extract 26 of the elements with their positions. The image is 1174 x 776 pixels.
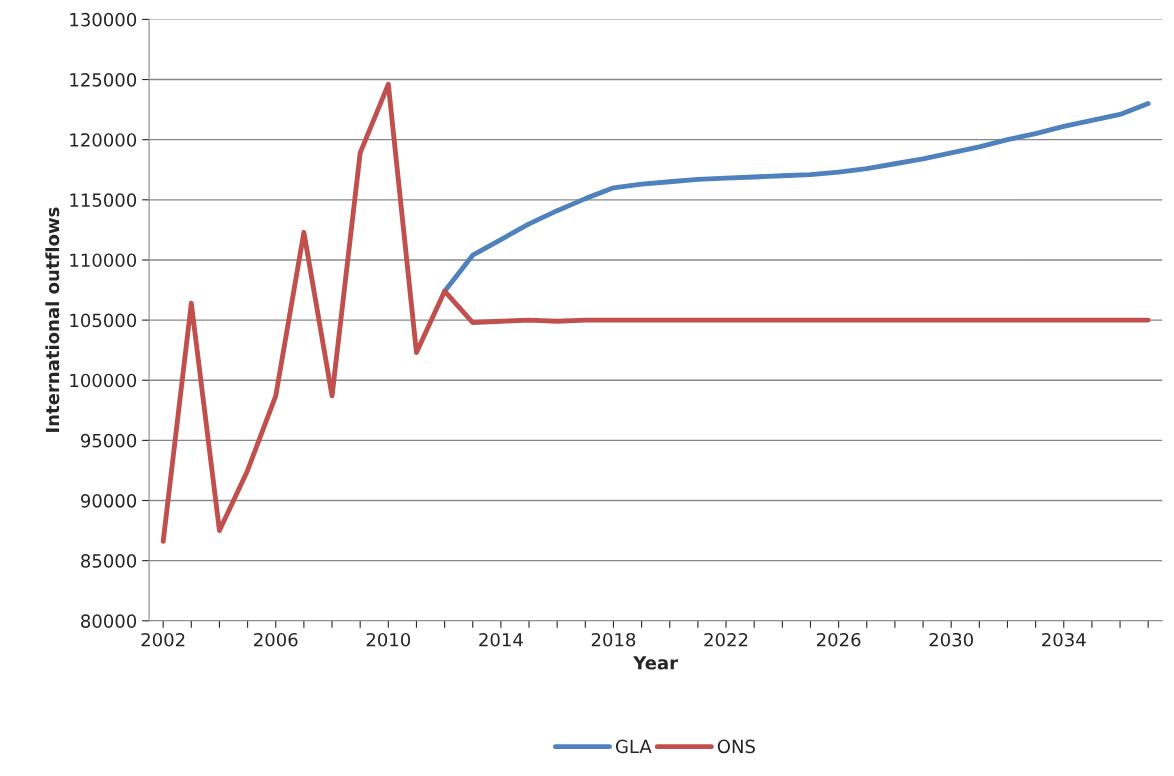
y-tick-label: 100000 bbox=[70, 373, 137, 388]
y-tick-label: 90000 bbox=[80, 493, 137, 508]
x-tick-label: 2006 bbox=[254, 632, 298, 647]
y-tick-label: 85000 bbox=[81, 554, 137, 568]
x-tick-label: 2002 bbox=[141, 632, 185, 647]
line-series bbox=[160, 81, 1151, 544]
y-tick-label: 120000 bbox=[70, 133, 137, 147]
y-tick-label: 95000 bbox=[80, 433, 137, 448]
x-tick-label: 2026 bbox=[816, 632, 861, 647]
x-tick-label: 2014 bbox=[479, 632, 523, 647]
y-tick-label: 115000 bbox=[70, 193, 137, 207]
x-axis-title: Year bbox=[633, 656, 679, 670]
y-tick-label: 105000 bbox=[70, 313, 137, 328]
y-axis-title: International outflows bbox=[45, 207, 60, 432]
x-tick-label: 2030 bbox=[929, 632, 973, 647]
y-tick-label: 110000 bbox=[70, 253, 137, 268]
x-tick-label: 2034 bbox=[1042, 632, 1086, 647]
y-tick-label: 130000 bbox=[70, 12, 137, 27]
y-tick-label: 80000 bbox=[81, 614, 137, 628]
y-tick-label: 125000 bbox=[70, 73, 137, 87]
line-series bbox=[442, 101, 1151, 294]
x-tick-label: 2010 bbox=[366, 632, 411, 647]
x-tick-label: 2022 bbox=[704, 632, 748, 647]
x-tick-label: 2018 bbox=[591, 632, 636, 647]
legend-label: GLA bbox=[615, 739, 652, 754]
legend-label: ONS bbox=[717, 739, 755, 754]
